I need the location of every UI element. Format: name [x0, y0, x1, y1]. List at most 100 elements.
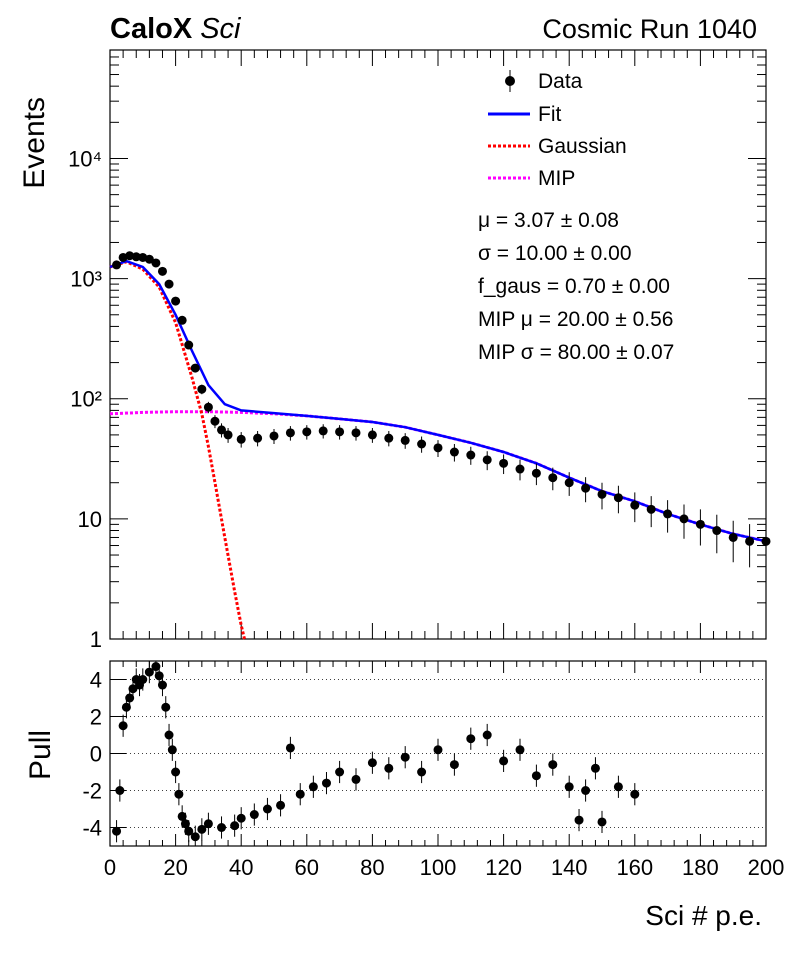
- data-point: [253, 433, 263, 443]
- y-tick-label: 10³: [70, 267, 102, 292]
- data-point: [285, 428, 295, 438]
- y-tick-label: 10⁴: [68, 146, 102, 171]
- pull-point: [174, 789, 184, 799]
- data-point: [564, 478, 574, 488]
- pull-point: [466, 734, 476, 744]
- data-point: [613, 493, 623, 503]
- pull-point: [236, 813, 246, 823]
- legend-entry-mip: MIP: [488, 167, 575, 190]
- pull-point: [128, 684, 138, 694]
- data-point: [351, 428, 361, 438]
- data-point: [449, 447, 459, 457]
- data-point: [663, 509, 673, 519]
- brand-bold: CaloX: [110, 13, 193, 45]
- pull-point: [597, 817, 607, 827]
- pull-point: [417, 767, 427, 777]
- data-point: [144, 254, 154, 264]
- legend-label-fit: Fit: [538, 103, 561, 126]
- y-tick-label: 1: [90, 627, 102, 652]
- x-tick-label: 60: [295, 855, 319, 880]
- pull-point: [499, 756, 509, 766]
- data-point: [177, 315, 187, 325]
- pull-point: [548, 760, 558, 770]
- run-label: Cosmic Run 1040: [542, 14, 757, 44]
- fit-result-mip-sigma: MIP σ = 80.00 ± 0.07: [478, 341, 674, 364]
- pull-y-tick-label: 4: [90, 668, 102, 693]
- data-point: [171, 296, 181, 306]
- data-point: [499, 458, 509, 468]
- data-point: [236, 434, 246, 444]
- pull-point: [230, 821, 240, 831]
- legend: Data Fit Gaussian MIP: [488, 70, 627, 190]
- legend-entry-gaussian: Gaussian: [488, 135, 627, 158]
- x-tick-label: 80: [360, 855, 384, 880]
- fit-result-fgaus: f_gaus = 0.70 ± 0.00: [478, 275, 670, 298]
- legend-data-marker: [505, 76, 515, 86]
- data-point: [131, 252, 141, 262]
- legend-label-data: Data: [538, 70, 583, 93]
- data-point: [597, 489, 607, 499]
- x-tick-label: 40: [229, 855, 253, 880]
- data-point: [164, 279, 174, 289]
- pull-point: [613, 782, 623, 792]
- experiment-label: CaloX Sci: [110, 13, 242, 45]
- pull-point: [164, 730, 174, 740]
- pull-point: [262, 804, 272, 814]
- data-point: [712, 526, 722, 536]
- data-point: [384, 433, 394, 443]
- pull-point: [367, 758, 377, 768]
- pull-point: [144, 667, 154, 677]
- pull-point: [581, 786, 591, 795]
- pull-point: [515, 745, 525, 755]
- data-point: [515, 464, 525, 474]
- x-tick-label: 180: [682, 855, 719, 880]
- curve-gaussian: [109, 260, 246, 640]
- data-point: [745, 536, 755, 546]
- pull-point: [335, 767, 345, 777]
- pull-point: [630, 789, 640, 799]
- data-point: [400, 435, 410, 445]
- data-point: [417, 439, 427, 449]
- x-tick-label: 140: [551, 855, 588, 880]
- curve-fit: [109, 259, 767, 543]
- pull-point: [197, 824, 207, 834]
- legend-entry-fit: Fit: [488, 103, 561, 126]
- pull-y-tick-label: -2: [82, 779, 102, 804]
- pull-point: [433, 745, 443, 755]
- fit-result-sigma: σ = 10.00 ± 0.00: [478, 242, 632, 265]
- x-tick-label: 120: [485, 855, 522, 880]
- data-point: [203, 402, 213, 412]
- x-tick-label: 160: [616, 855, 653, 880]
- data-point: [548, 473, 558, 483]
- data-point: [151, 258, 161, 268]
- data-point: [217, 425, 227, 435]
- pull-point: [285, 743, 295, 753]
- pull-point: [384, 763, 394, 773]
- pull-point: [351, 774, 361, 784]
- data-point: [184, 340, 194, 350]
- legend-label-mip: MIP: [538, 167, 575, 190]
- data-point: [210, 416, 220, 426]
- legend-label-gaussian: Gaussian: [538, 135, 627, 158]
- pull-point: [125, 693, 135, 703]
- data-point: [367, 430, 377, 440]
- pull-point: [190, 832, 200, 842]
- pull-data-layer: [112, 661, 640, 846]
- pull-point: [400, 752, 410, 762]
- data-point: [646, 504, 656, 514]
- x-tick-label: 20: [163, 855, 187, 880]
- pull-point: [574, 815, 584, 825]
- pull-point: [249, 810, 259, 820]
- pull-point: [531, 771, 541, 781]
- data-point: [482, 455, 492, 465]
- pull-point: [118, 721, 128, 731]
- pull-point: [121, 702, 131, 712]
- pull-point: [161, 702, 171, 712]
- pull-point: [184, 826, 194, 836]
- y-axis-label-events: Events: [18, 97, 51, 189]
- main-data-layer: [109, 251, 771, 640]
- pull-point: [180, 819, 190, 829]
- pull-point: [177, 811, 187, 821]
- y-tick-label: 10²: [70, 387, 102, 412]
